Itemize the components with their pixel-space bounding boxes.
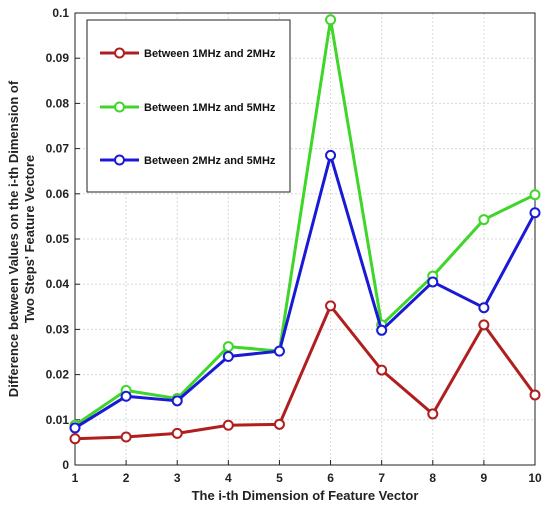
series-line xyxy=(74,304,537,441)
series-layer xyxy=(69,14,541,445)
y-tick-label: 0.03 xyxy=(46,322,70,336)
data-point xyxy=(478,214,490,226)
series-line xyxy=(74,153,537,430)
data-point xyxy=(171,427,183,439)
legend-marker xyxy=(114,154,125,166)
x-tick-label: 3 xyxy=(174,471,181,485)
y-tick-label: 0.09 xyxy=(46,51,70,65)
x-tick-label: 7 xyxy=(378,471,385,485)
data-point xyxy=(171,395,183,407)
legend-marker xyxy=(114,101,125,113)
y-tick-label: 0.05 xyxy=(46,232,70,246)
data-point xyxy=(325,14,337,26)
data-point xyxy=(120,431,132,443)
data-point xyxy=(222,341,234,353)
y-tick-label: 0.02 xyxy=(46,368,70,382)
data-point xyxy=(325,149,337,161)
y-tick-label: 0 xyxy=(62,458,69,472)
legend-label: Between 1MHz and 2MHz xyxy=(144,48,276,60)
data-point xyxy=(529,189,541,201)
y-tick-label: 0.06 xyxy=(46,187,70,201)
legend-label: Between 1MHz and 5MHz xyxy=(144,102,276,114)
data-point xyxy=(529,389,541,401)
y-axis-label-line-1: Difference between Values on the i-th Di… xyxy=(6,80,21,397)
data-point xyxy=(376,364,388,376)
data-point xyxy=(69,433,81,445)
data-point xyxy=(529,207,541,219)
x-tick-label: 10 xyxy=(528,471,542,485)
axis-ticks: 1 2 3 4 5 6 7 8 9 10 0 0.01 0.02 0.03 0.04 0.05 0.06 0.07… xyxy=(46,6,542,485)
legend-entry: Between 2MHz and 5MHz xyxy=(100,154,276,167)
data-point xyxy=(478,319,490,331)
data-point xyxy=(427,276,439,288)
data-point xyxy=(427,408,439,420)
y-tick-label: 0.01 xyxy=(46,413,70,427)
x-tick-label: 5 xyxy=(276,471,283,485)
series-3 xyxy=(69,149,541,434)
data-point xyxy=(120,390,132,402)
x-axis-label: The i-th Dimension of Feature Vector xyxy=(192,488,419,503)
y-tick-label: 0.04 xyxy=(46,277,70,291)
y-tick-label: 0.07 xyxy=(46,142,70,156)
legend: Between 1MHz and 2MHz Between 1MHz and 5M… xyxy=(86,19,291,193)
data-point xyxy=(222,351,234,363)
data-point xyxy=(69,422,81,434)
series-1 xyxy=(69,300,541,445)
y-axis-label-line-2: Two Steps' Feature Vectore xyxy=(22,155,37,323)
x-tick-label: 8 xyxy=(429,471,436,485)
legend-marker xyxy=(114,47,125,59)
data-point xyxy=(478,302,490,314)
legend-entry: Between 1MHz and 5MHz xyxy=(100,101,276,114)
data-point xyxy=(273,418,285,430)
x-tick-label: 4 xyxy=(225,471,232,485)
y-tick-label: 0.08 xyxy=(46,96,70,110)
data-point xyxy=(376,324,388,336)
x-tick-label: 2 xyxy=(123,471,130,485)
legend-entry: Between 1MHz and 2MHz xyxy=(100,47,276,60)
legend-label: Between 2MHz and 5MHz xyxy=(144,155,276,167)
x-tick-label: 1 xyxy=(72,471,79,485)
data-point xyxy=(222,419,234,431)
y-tick-label: 0.1 xyxy=(52,6,69,20)
x-tick-label: 9 xyxy=(481,471,488,485)
x-tick-label: 6 xyxy=(327,471,334,485)
data-point xyxy=(325,300,337,312)
series-line xyxy=(74,18,536,427)
data-point xyxy=(273,345,285,357)
